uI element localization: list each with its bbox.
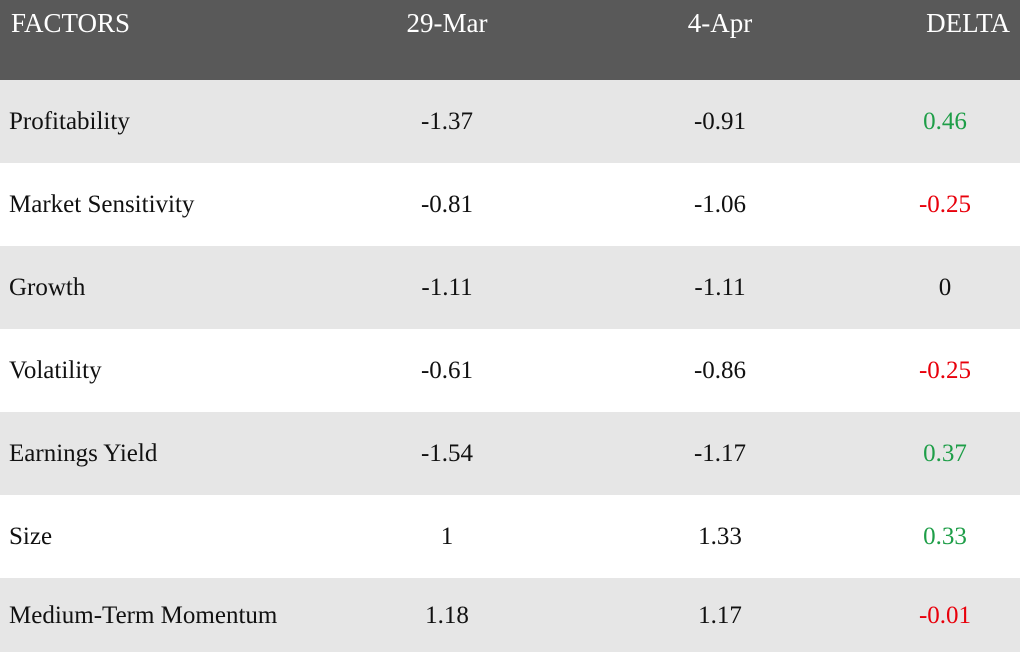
delta-value: 0.33 xyxy=(923,522,967,550)
factor-name: Medium-Term Momentum xyxy=(9,601,278,629)
table-header: FACTORS 29-Mar 4-Apr DELTA xyxy=(0,0,1020,80)
table-row: Market Sensitivity -0.81 -1.06 -0.25 xyxy=(0,163,1020,246)
value-date-1: -0.61 xyxy=(420,356,474,384)
table-row: Profitability -1.37 -0.91 0.46 xyxy=(0,80,1020,163)
factor-name: Profitability xyxy=(9,107,130,135)
header-factors: FACTORS xyxy=(11,8,131,38)
delta-value: -0.25 xyxy=(918,356,972,384)
factor-name: Earnings Yield xyxy=(9,439,158,467)
factor-name: Market Sensitivity xyxy=(9,190,195,218)
value-date-1: 1 xyxy=(440,522,454,550)
factor-name: Volatility xyxy=(9,356,102,384)
delta-value: -0.01 xyxy=(918,601,972,629)
value-date-2: -0.86 xyxy=(693,356,747,384)
value-date-1: -1.54 xyxy=(420,439,474,467)
value-date-1: 1.18 xyxy=(425,601,469,629)
table-row: Size 1 1.33 0.33 xyxy=(0,495,1020,578)
factor-name: Size xyxy=(9,522,53,550)
delta-value: -0.25 xyxy=(918,190,972,218)
table-row: Growth -1.11 -1.11 0 xyxy=(0,246,1020,329)
table-row: Volatility -0.61 -0.86 -0.25 xyxy=(0,329,1020,412)
value-date-2: 1.17 xyxy=(698,601,742,629)
header-date-1: 29-Mar xyxy=(406,8,488,38)
value-date-2: 1.33 xyxy=(698,522,742,550)
value-date-1: -0.81 xyxy=(420,190,474,218)
header-delta: DELTA xyxy=(926,8,1010,38)
value-date-1: -1.11 xyxy=(421,273,473,301)
value-date-2: -1.17 xyxy=(693,439,747,467)
delta-value: 0.46 xyxy=(923,107,967,135)
value-date-2: -0.91 xyxy=(693,107,747,135)
value-date-1: -1.37 xyxy=(420,107,474,135)
factor-name: Growth xyxy=(9,273,86,301)
delta-value: 0.37 xyxy=(923,439,967,467)
value-date-2: -1.06 xyxy=(693,190,747,218)
header-date-2: 4-Apr xyxy=(687,8,753,38)
table-row: Earnings Yield -1.54 -1.17 0.37 xyxy=(0,412,1020,495)
delta-value: 0 xyxy=(938,273,952,301)
table-row: Medium-Term Momentum 1.18 1.17 -0.01 xyxy=(0,578,1020,652)
value-date-2: -1.11 xyxy=(694,273,746,301)
